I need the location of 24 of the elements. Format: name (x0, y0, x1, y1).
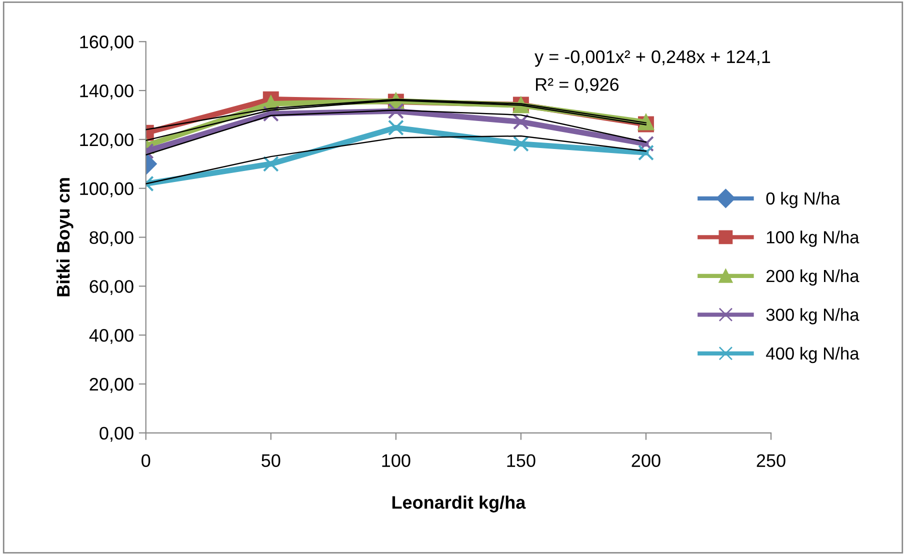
legend-label: 0 kg N/ha (766, 192, 840, 208)
y-tick-label: 120,00 (80, 133, 134, 148)
y-tick-label: 60,00 (90, 280, 134, 296)
x-tick-label: 50 (262, 454, 280, 467)
legend-label: 400 kg N/ha (766, 346, 860, 364)
y-tick-label: 100,00 (80, 182, 134, 198)
y-tick-label: 0,00 (100, 426, 134, 442)
legend-label: 100 kg N/ha (766, 230, 860, 247)
y-tick-label: 20,00 (90, 378, 134, 393)
x-tick-label: 200 (632, 454, 660, 467)
x-tick-label: 0 (142, 454, 150, 467)
x-axis-title: Leonardit kg/ha (392, 496, 526, 512)
y-axis-title: Bitki Boyu cm (56, 178, 74, 296)
legend-label: 200 kg N/ha (766, 269, 860, 286)
x-tick-label: 150 (507, 454, 536, 467)
annotation: R² = 0,926 (536, 78, 619, 94)
y-tick-label: 140,00 (80, 84, 134, 100)
legend-label: 300 kg N/ha (766, 308, 860, 324)
y-tick-label: 160,00 (80, 36, 134, 50)
y-tick-label: 40,00 (89, 329, 134, 344)
y-tick-label: 80,00 (90, 231, 134, 246)
annotation: y = -0,001x² + 0,248x + 124,1 (534, 50, 770, 67)
x-tick-label: 100 (382, 454, 410, 467)
x-tick-label: 250 (756, 454, 786, 467)
